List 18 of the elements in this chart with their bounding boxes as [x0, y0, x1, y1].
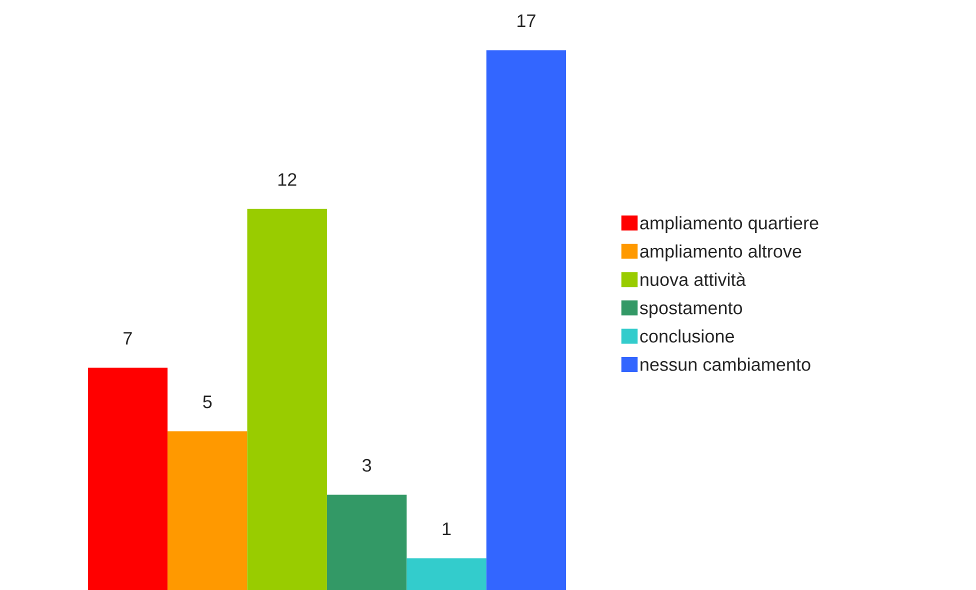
bar	[168, 431, 248, 590]
bar	[486, 50, 566, 590]
data-label: 1	[442, 522, 451, 536]
legend-label: nessun cambiamento	[640, 358, 810, 371]
legend-label: nuova attività	[640, 272, 746, 286]
data-label: 17	[518, 14, 536, 27]
data-label: 3	[362, 458, 372, 472]
legend-label: ampliamento altrove	[640, 244, 802, 262]
bar	[406, 558, 486, 590]
legend-label: spostamento	[640, 302, 742, 318]
bar	[247, 208, 327, 590]
data-label: 5	[203, 396, 212, 408]
data-label: 12	[278, 173, 296, 186]
legend-label: conclusione	[640, 329, 734, 343]
legend-label: ampliamento quartiere	[640, 216, 818, 233]
bar	[326, 494, 407, 590]
data-label: 7	[124, 332, 132, 345]
bar	[88, 368, 168, 590]
